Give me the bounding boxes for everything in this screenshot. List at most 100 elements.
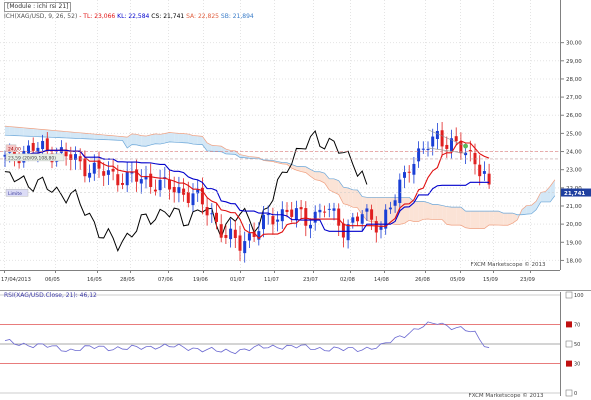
kumo-bullish [550,179,555,202]
kumo-bullish [155,133,161,145]
watermark-text: FXCM Marketscope © 2013 [471,261,546,268]
candle-body [412,163,416,175]
candle-body [360,214,364,224]
candle-body [172,186,176,193]
candle-body [464,152,468,156]
kijun-value: KL: 22,584 [117,13,150,20]
candle-body [27,145,30,154]
candle-body [403,172,406,178]
senkou-b-line [4,134,556,216]
kumo-bullish [103,134,109,140]
candle-body [257,231,261,240]
candle-body [102,171,106,176]
date-tick-label: 07/06 [158,277,173,283]
kumo-bullish [150,133,156,145]
kumo-bullish [127,133,132,148]
candle-body [116,174,120,186]
price-tick-label: 18,00 [566,258,582,264]
kumo-bearish [470,211,475,229]
kumo-bullish [80,132,85,139]
kumo-bullish [522,205,527,215]
kumo-bullish [160,133,165,145]
date-tick-label: 23/09 [520,277,535,283]
candle-body [290,209,294,217]
kumo-bearish [418,201,424,222]
candle-body [294,208,298,220]
candle-body [262,214,265,230]
candle-body [304,208,308,226]
kumo-bearish [484,211,490,229]
candle-body [421,148,425,150]
candle-body [168,179,171,190]
price-tick-label: 20,00 [566,222,582,228]
candle-body [370,209,374,220]
kumo-bullish [545,186,551,202]
tenkan-line [4,140,490,240]
kumo-bullish [117,136,123,141]
rsi-level-label: 0 [574,391,577,397]
candle-body [309,224,312,229]
price-tick-label: 23,00 [566,168,582,174]
candle-body [224,235,228,238]
kumo-bearish [348,188,353,208]
kumo-bullish [169,132,175,143]
candle-body [299,207,303,210]
price-tick-label: 19,00 [566,240,582,246]
kumo-bearish [334,178,339,195]
kumo-bearish [343,187,349,205]
candle-body [337,208,341,226]
candle-body [313,211,317,223]
candle-body [285,209,289,212]
kumo-bullish [108,135,114,141]
candle-body [327,208,331,210]
candle-body [200,187,204,205]
candle-body [365,208,369,212]
rsi-panel[interactable]: 100 70 50 30 0 FXCM Marketscope © 2013 [0,290,591,400]
candle-body [388,207,392,210]
candle-body [341,223,345,238]
kumo-bullish [28,128,34,137]
last-price-text: 21,741 [564,191,585,197]
kumo-bullish [188,134,193,145]
candle-body [97,160,101,169]
left-marker-text: 24,00 [8,146,21,152]
candle-body [374,221,378,233]
candle-body [210,213,214,215]
candle-body [384,209,388,229]
kumo-bullish [197,135,203,145]
candle-body [177,187,181,194]
candle-body [398,179,402,203]
candle-body [318,209,322,213]
candle-body [74,154,77,160]
candle-body [243,241,247,254]
kumo-bearish [451,207,457,226]
candle-body [435,130,439,140]
date-tick-label: 14/08 [374,277,389,283]
candle-body [440,130,444,147]
rsi-line [4,321,490,355]
candle-body [83,158,87,177]
candle-body [205,207,209,216]
candle-body [31,142,35,151]
candle-body [426,148,430,150]
left-marker-tag: Limite [5,189,29,197]
candle-body [186,192,190,203]
kumo-bearish [465,211,471,229]
candle-body [144,175,148,180]
chikou-value: CS: 21,741 [151,13,185,20]
candle-body [121,183,124,185]
kumo-bullish [56,130,62,138]
main-price-panel[interactable]: 24,00 23,59 (20/09,108,80) Limite 30,00 29,0… [0,0,591,290]
kumo-bearish [301,166,306,173]
candle-body [88,172,92,178]
price-tick-label: 28,00 [566,77,582,83]
candle-body [64,149,68,157]
kumo-bullish [99,134,104,140]
kumo-bullish [37,129,43,137]
kumo-bearish [437,204,443,220]
rsi-level-marker [566,321,572,328]
kumo-bearish [305,166,311,177]
price-tick-label: 26,00 [566,113,582,119]
kumo-bearish [413,201,419,222]
senkou-a-value: SA: 22,825 [186,13,219,20]
